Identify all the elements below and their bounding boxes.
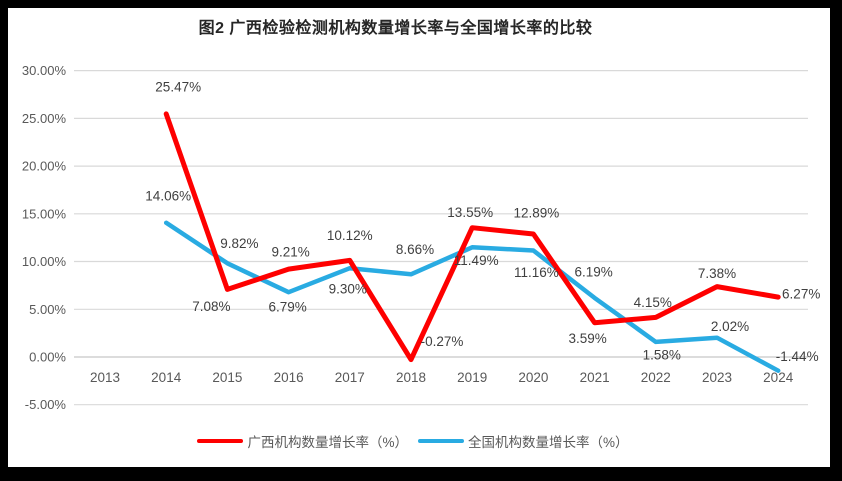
legend-line-swatch-red xyxy=(197,438,244,444)
legend-line-swatch-blue xyxy=(418,438,464,444)
y-axis-tick-label: 5.00% xyxy=(29,302,66,317)
x-axis-tick-label: 2023 xyxy=(702,370,732,385)
x-axis-tick-label: 2014 xyxy=(151,370,182,385)
legend-label-guangxi: 广西机构数量增长率（%） xyxy=(247,435,408,450)
y-axis-tick-label: 10.00% xyxy=(22,254,67,269)
data-label: 14.06% xyxy=(145,188,191,203)
legend-item-guangxi: 广西机构数量增长率（%） xyxy=(197,431,408,451)
data-label: 7.38% xyxy=(698,266,736,281)
data-label: 6.19% xyxy=(574,264,612,279)
data-label: -0.27% xyxy=(421,334,464,349)
chart-canvas: 图2 广西检验检测机构数量增长率与全国增长率的比较 30.00% 25.00% 20… xyxy=(8,8,830,467)
data-label: 6.27% xyxy=(782,287,820,302)
chart-legend: 广西机构数量增长率（%） 全国机构数量增长率（%） xyxy=(8,430,818,452)
data-label: 11.16% xyxy=(514,265,559,280)
legend-item-national: 全国机构数量增长率（%） xyxy=(418,431,629,451)
series-line-national xyxy=(163,220,781,373)
x-axis-tick-label: 2018 xyxy=(396,370,426,385)
x-axis-tick-label: 2024 xyxy=(763,370,794,385)
y-axis-tick-label: 15.00% xyxy=(22,206,67,221)
data-label: 1.58% xyxy=(643,347,681,362)
y-axis-tick-label: 20.00% xyxy=(22,159,67,174)
data-label: 12.89% xyxy=(514,206,560,221)
data-label: 9.82% xyxy=(220,236,258,251)
data-label: 8.66% xyxy=(396,242,434,257)
line-chart: 30.00% 25.00% 20.00% 15.00% 10.00% 5.00% 0.00%… xyxy=(22,63,820,412)
data-label: 6.79% xyxy=(268,300,306,315)
x-axis-tick-label: 2017 xyxy=(335,370,365,385)
x-axis-tick-label: 2021 xyxy=(580,370,610,385)
data-label: 7.08% xyxy=(192,299,230,314)
x-axis-tick-label: 2020 xyxy=(518,370,548,385)
x-axis-tick-label: 2022 xyxy=(641,370,671,385)
y-axis-tick-label: 25.00% xyxy=(22,111,67,126)
data-label: 9.21% xyxy=(271,245,309,260)
data-label: 4.15% xyxy=(634,295,672,310)
legend-label-national: 全国机构数量增长率（%） xyxy=(468,435,629,450)
chart-title: 图2 广西检验检测机构数量增长率与全国增长率的比较 xyxy=(198,20,593,37)
x-axis-tick-label: 2015 xyxy=(212,370,242,385)
y-axis-tick-label: 0.00% xyxy=(29,350,66,365)
data-label: 2.02% xyxy=(711,319,749,334)
data-label: 11.49% xyxy=(454,253,499,268)
data-label: 13.55% xyxy=(447,205,493,220)
data-label: 3.59% xyxy=(568,331,606,346)
series-line-guangxi xyxy=(163,111,781,363)
x-axis-tick-label: 2016 xyxy=(274,370,304,385)
x-axis-tick-label: 2013 xyxy=(90,370,120,385)
data-label: 9.30% xyxy=(329,282,367,297)
x-axis-tick-label: 2019 xyxy=(457,370,487,385)
y-axis-tick-label: -5.00% xyxy=(25,397,67,412)
data-label: 25.47% xyxy=(155,79,201,94)
y-axis-tick-label: 30.00% xyxy=(22,63,67,78)
data-label: -1.44% xyxy=(776,349,819,364)
data-label: 10.12% xyxy=(327,228,373,243)
